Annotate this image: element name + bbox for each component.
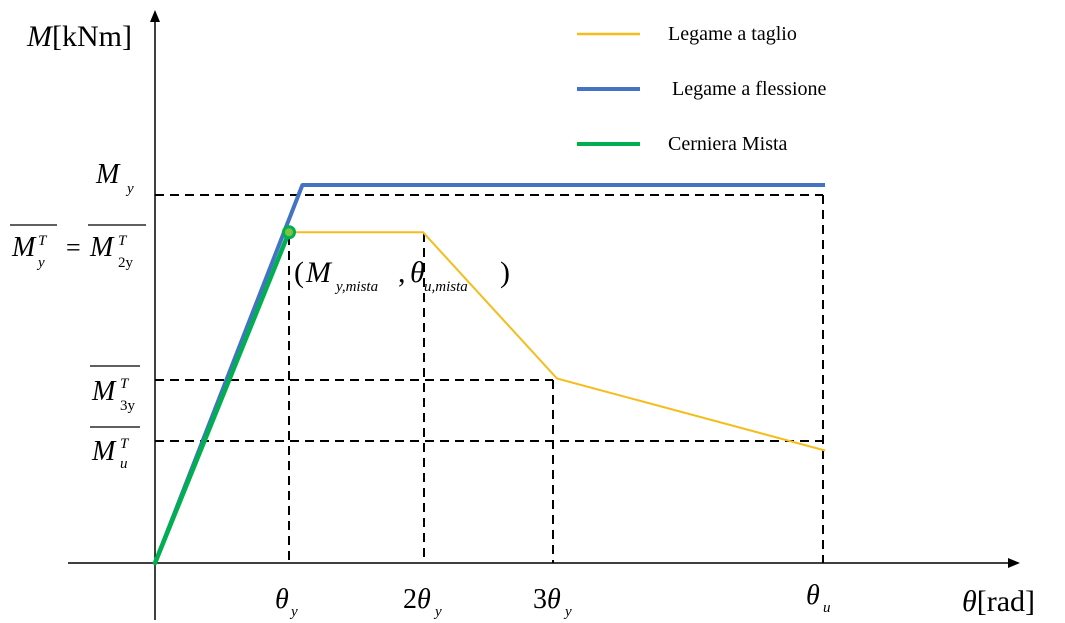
legend: Legame a taglio Legame a flessione Cerni…: [577, 23, 826, 155]
guide-lines: [155, 194, 824, 563]
svg-text:M: M: [91, 376, 117, 407]
legend-label-flexure: Legame a flessione: [672, 78, 826, 100]
svg-text:T: T: [120, 376, 130, 392]
x-tick-two-theta-y: 2θ y: [403, 584, 442, 620]
svg-text:y: y: [125, 181, 134, 197]
svg-text:3θ: 3θ: [533, 584, 561, 615]
svg-text:u: u: [120, 456, 128, 472]
legend-label-mixed: Cerniera Mista: [668, 133, 788, 155]
svg-text:M: M: [11, 232, 37, 263]
svg-text:M: M: [95, 159, 121, 190]
svg-text:(: (: [294, 256, 304, 289]
svg-text:2y: 2y: [118, 255, 134, 271]
svg-text:y: y: [433, 604, 442, 620]
svg-text:θ: θ: [410, 256, 425, 289]
svg-text:=: =: [66, 233, 81, 262]
y-tick-my: M y: [95, 159, 134, 197]
svg-text:θ: θ: [806, 580, 820, 611]
y-tick-m3yT: M T 3y: [90, 365, 140, 414]
series-mixed-line: [152, 230, 292, 566]
svg-text:T: T: [118, 233, 128, 249]
y-tick-muT: M T u: [90, 426, 140, 472]
x-tick-theta-y: θ y: [275, 584, 298, 620]
svg-text:y,mista: y,mista: [334, 279, 378, 295]
svg-text:,: ,: [398, 256, 406, 289]
mixed-point-annotation: ( M y,mista , θ u,mista ): [294, 256, 510, 295]
svg-text:M: M: [305, 256, 333, 289]
svg-text:2θ: 2θ: [403, 584, 431, 615]
legend-label-shear: Legame a taglio: [668, 23, 797, 45]
svg-text:T: T: [38, 233, 48, 249]
x-tick-theta-u: θ u: [806, 580, 831, 616]
x-tick-three-theta-y: 3θ y: [533, 584, 572, 620]
svg-text:u,mista: u,mista: [424, 279, 468, 295]
svg-text:y: y: [36, 255, 45, 271]
y-tick-myT-eq-m2yT: M T y = M T 2y: [10, 224, 146, 271]
series-shear-line: [154, 231, 826, 564]
svg-text:y: y: [563, 604, 572, 620]
svg-text:y: y: [289, 604, 298, 620]
series-flexure-line: [153, 183, 825, 564]
svg-text:3y: 3y: [120, 398, 136, 414]
svg-text:M: M: [89, 232, 115, 263]
svg-text:): ): [500, 256, 510, 289]
svg-text:u: u: [823, 600, 831, 616]
svg-text:θ: θ: [275, 584, 289, 615]
x-axis-label: θ[rad]: [962, 585, 1035, 618]
y-axis-label: M[kNm]: [26, 20, 132, 53]
svg-text:T: T: [120, 436, 130, 452]
svg-text:M: M: [91, 436, 117, 467]
mixed-hinge-point: [282, 225, 296, 240]
